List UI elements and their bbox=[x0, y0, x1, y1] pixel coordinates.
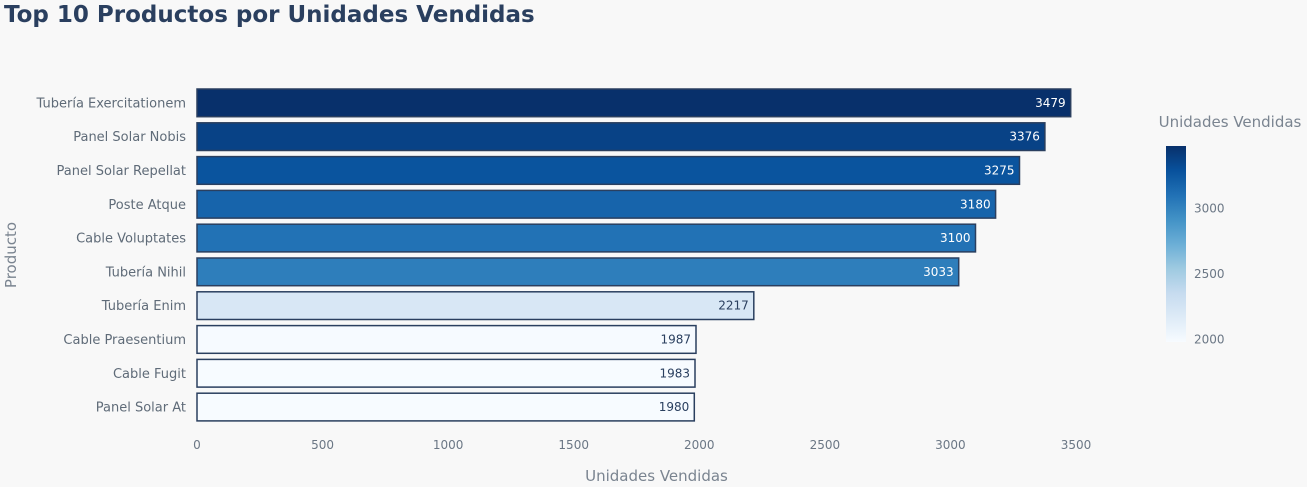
bar bbox=[196, 155, 1021, 186]
bar bbox=[196, 257, 960, 287]
x-tick-label: 2500 bbox=[810, 438, 841, 452]
y-tick-label: Tubería Enim bbox=[101, 299, 186, 314]
bar-value-label: 1983 bbox=[659, 366, 690, 380]
bar bbox=[196, 392, 696, 422]
y-tick-label: Tubería Nihil bbox=[105, 265, 186, 280]
x-tick-label: 1000 bbox=[433, 438, 464, 452]
y-tick-label: Tubería Exercitationem bbox=[36, 96, 186, 111]
bar bbox=[196, 324, 697, 355]
colorbar-tick-label: 3000 bbox=[1194, 202, 1225, 216]
bar-value-label: 3100 bbox=[940, 231, 971, 245]
y-tick-label: Panel Solar At bbox=[96, 401, 186, 416]
x-tick-label: 3000 bbox=[935, 438, 966, 452]
bar-value-label: 2217 bbox=[718, 299, 749, 313]
bar-value-label: 3033 bbox=[923, 265, 954, 279]
colorbar-gradient bbox=[1166, 146, 1186, 342]
colorbar-tick-label: 2500 bbox=[1194, 267, 1225, 281]
colorbar-title: Unidades Vendidas bbox=[1159, 113, 1302, 131]
x-axis-title: Unidades Vendidas bbox=[585, 467, 728, 485]
bar-value-label: 3275 bbox=[984, 164, 1015, 178]
bar bbox=[196, 88, 1072, 118]
y-tick-label: Cable Praesentium bbox=[63, 333, 186, 348]
y-tick-label: Panel Solar Nobis bbox=[73, 130, 186, 145]
bar bbox=[196, 291, 755, 321]
bar-value-label: 3180 bbox=[960, 197, 991, 211]
bar bbox=[196, 358, 696, 388]
y-axis-title: Producto bbox=[2, 222, 20, 288]
colorbar-tick-label: 2000 bbox=[1194, 332, 1225, 346]
bar-value-label: 3479 bbox=[1035, 96, 1066, 110]
chart-title: Top 10 Productos por Unidades Vendidas bbox=[4, 2, 535, 28]
y-tick-label: Panel Solar Repellat bbox=[57, 164, 186, 179]
x-tick-label: 1500 bbox=[558, 438, 589, 452]
x-tick-label: 0 bbox=[193, 438, 201, 452]
x-tick-label: 2000 bbox=[684, 438, 715, 452]
bar bbox=[196, 189, 997, 219]
bar-value-label: 1980 bbox=[659, 400, 690, 414]
bar-value-label: 3376 bbox=[1009, 130, 1040, 144]
bar bbox=[196, 122, 1046, 152]
bar bbox=[196, 223, 977, 253]
y-tick-label: Cable Fugit bbox=[113, 367, 186, 382]
bar-value-label: 1987 bbox=[660, 333, 691, 347]
y-tick-label: Poste Atque bbox=[108, 198, 186, 213]
x-tick-label: 500 bbox=[311, 438, 334, 452]
y-tick-label: Cable Voluptates bbox=[76, 232, 186, 247]
x-tick-label: 3500 bbox=[1061, 438, 1092, 452]
